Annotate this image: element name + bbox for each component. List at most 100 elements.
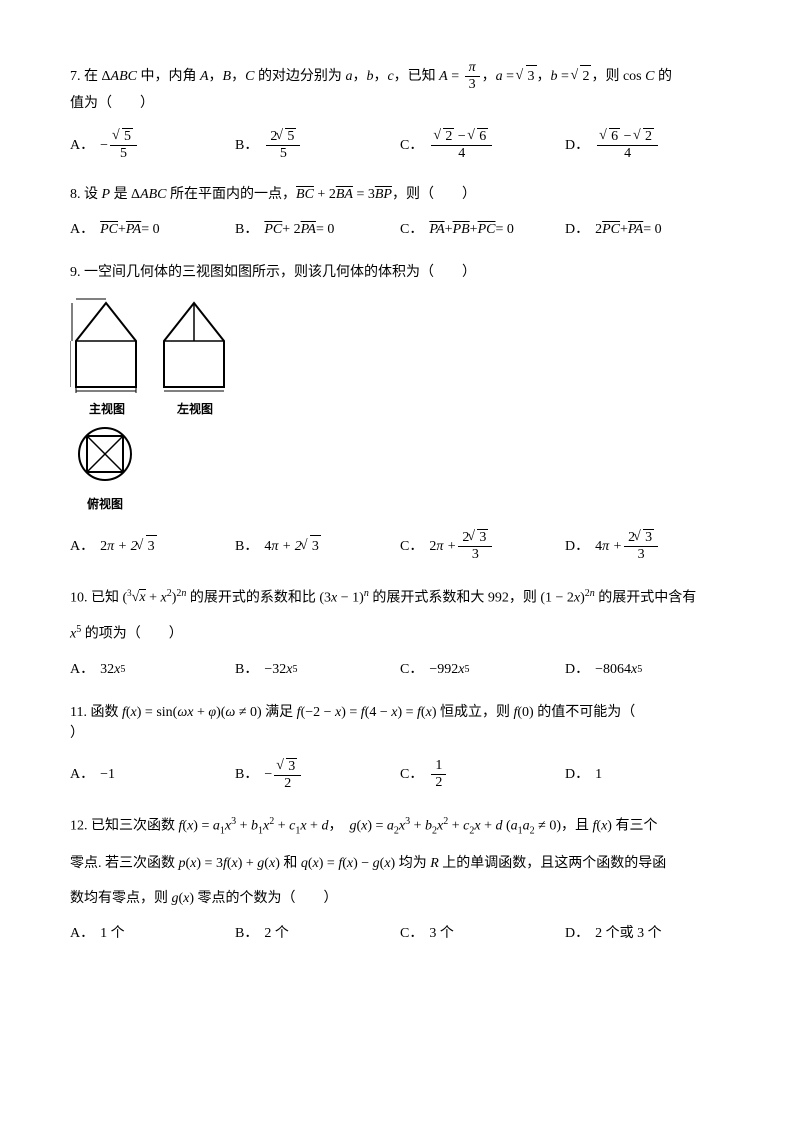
s: 3	[278, 758, 297, 775]
e: 5	[637, 662, 642, 677]
top-view: 俯视图	[70, 424, 730, 513]
t: ) =	[367, 819, 387, 834]
q8-opt-a[interactable]: A．PC + PA = 0	[70, 219, 235, 240]
l: B．	[235, 764, 258, 785]
t: ，	[482, 69, 496, 84]
t: ，则 cos	[591, 69, 645, 84]
t: 10. 已知 (	[70, 590, 127, 605]
t: 的展开式中含有	[595, 590, 697, 605]
f: 233	[458, 529, 492, 563]
t: 4	[264, 536, 271, 557]
f: 233	[624, 529, 658, 563]
t: = 0	[495, 219, 513, 240]
s: 2	[635, 128, 654, 145]
q8-opt-c[interactable]: C．PA + PB + PC = 0	[400, 219, 565, 240]
t: 11. 函数	[70, 705, 122, 720]
a: a	[213, 819, 220, 834]
e: 5	[292, 662, 297, 677]
t: (	[502, 819, 510, 834]
q11-opt-c[interactable]: C．12	[400, 758, 565, 792]
q7-opt-a[interactable]: A． − 55	[70, 128, 235, 162]
q11-opt-d[interactable]: D．1	[565, 758, 730, 792]
q12-opt-c[interactable]: C．3 个	[400, 923, 565, 944]
sqrt2: 2	[572, 65, 591, 87]
q12-options: A．1 个 B．2 个 C．3 个 D． 2 个或 3 个	[70, 923, 730, 944]
den: 4	[431, 146, 492, 162]
q12-stem-2: 零点. 若三次函数 p(x) = 3f(x) + g(x) 和 q(x) = f…	[70, 853, 730, 874]
q11-opt-a[interactable]: A．−1	[70, 758, 235, 792]
w: ω	[177, 705, 187, 720]
q12-opt-a[interactable]: A．1 个	[70, 923, 235, 944]
p: φ	[208, 705, 216, 720]
a: a	[345, 69, 352, 84]
v: 32	[100, 659, 114, 680]
q7-opt-d[interactable]: D． 6 − 24	[565, 128, 730, 162]
t: + 2	[314, 187, 336, 202]
q9-opt-a[interactable]: A．2π + 23	[70, 529, 235, 563]
q10-opt-b[interactable]: B．−32x5	[235, 659, 400, 680]
q8-opt-d[interactable]: D．2PC + PA = 0	[565, 219, 730, 240]
t: ，则（ ）	[392, 187, 476, 202]
q7-opt-c[interactable]: C． 2 − 64	[400, 128, 565, 162]
t: ) 均为	[391, 856, 431, 871]
t: 数均有零点，则	[70, 891, 172, 906]
n: −	[264, 764, 272, 785]
frac: 255	[266, 128, 300, 162]
q9-opt-d[interactable]: D．4π + 233	[565, 529, 730, 563]
g: g	[373, 856, 380, 871]
a: a	[511, 819, 518, 834]
q9-opt-b[interactable]: B．4π + 23	[235, 529, 400, 563]
t: 所在平面内的一点，	[167, 187, 297, 202]
l: C．	[400, 135, 423, 156]
question-12: 12. 已知三次函数 f(x) = a1x3 + b1x2 + c1x + d，…	[70, 814, 730, 943]
t: +	[448, 819, 463, 834]
num: 6 − 2	[597, 128, 658, 146]
l: D．	[565, 923, 589, 944]
q10-options: A．32x5 B．−32x5 C．−992x5 D．−8064x5	[70, 659, 730, 680]
e: 5	[120, 662, 125, 677]
v: −1	[100, 764, 115, 785]
t: ) 有三个	[607, 819, 657, 834]
eq: =	[448, 69, 463, 84]
s: 3	[302, 535, 321, 557]
v: 2 个或 3 个	[595, 923, 662, 944]
d: 2	[431, 775, 446, 791]
t: = 0	[643, 219, 661, 240]
q12-opt-d[interactable]: D． 2 个或 3 个	[565, 923, 730, 944]
t: π + 2	[271, 536, 301, 557]
t: +	[410, 819, 425, 834]
t: (−2 −	[301, 705, 335, 720]
r: 5	[122, 128, 133, 145]
v: PB	[453, 219, 470, 240]
q9-opt-c[interactable]: C．2π + 233	[400, 529, 565, 563]
t: ) = sin(	[137, 705, 178, 720]
v: 2 个	[264, 923, 289, 944]
v: −32	[264, 659, 286, 680]
q10-opt-a[interactable]: A．32x5	[70, 659, 235, 680]
r: 3	[286, 758, 297, 775]
t: ) 和	[275, 856, 301, 871]
q10-opt-c[interactable]: C．−992x5	[400, 659, 565, 680]
pi: π	[465, 60, 480, 77]
q7-stem: 7. 在 ΔABC 中，内角 A，B，C 的对边分别为 a，b，c，已知 A =…	[70, 60, 730, 114]
r: 6	[477, 128, 488, 145]
l: A．	[70, 135, 94, 156]
b: b	[425, 819, 432, 834]
q8-opt-b[interactable]: B．PC + 2PA = 0	[235, 219, 400, 240]
t: +	[307, 819, 322, 834]
t: 8. 设	[70, 187, 102, 202]
q7-opt-b[interactable]: B． 255	[235, 128, 400, 162]
n: 23	[458, 529, 492, 547]
q10-opt-d[interactable]: D．−8064x5	[565, 659, 730, 680]
t: ≠ 0)	[535, 819, 561, 834]
l: B．	[235, 135, 258, 156]
r: 2	[643, 128, 654, 145]
cap3: 俯视图	[70, 495, 140, 513]
den: 5	[266, 146, 300, 162]
q11-opt-b[interactable]: B．− 32	[235, 758, 400, 792]
q8-options: A．PC + PA = 0 B．PC + 2PA = 0 C．PA + PB +…	[70, 219, 730, 240]
t: 12. 已知三次函数	[70, 819, 179, 834]
q12-opt-b[interactable]: B．2 个	[235, 923, 400, 944]
d: 3	[458, 547, 492, 563]
s: 3	[138, 535, 157, 557]
